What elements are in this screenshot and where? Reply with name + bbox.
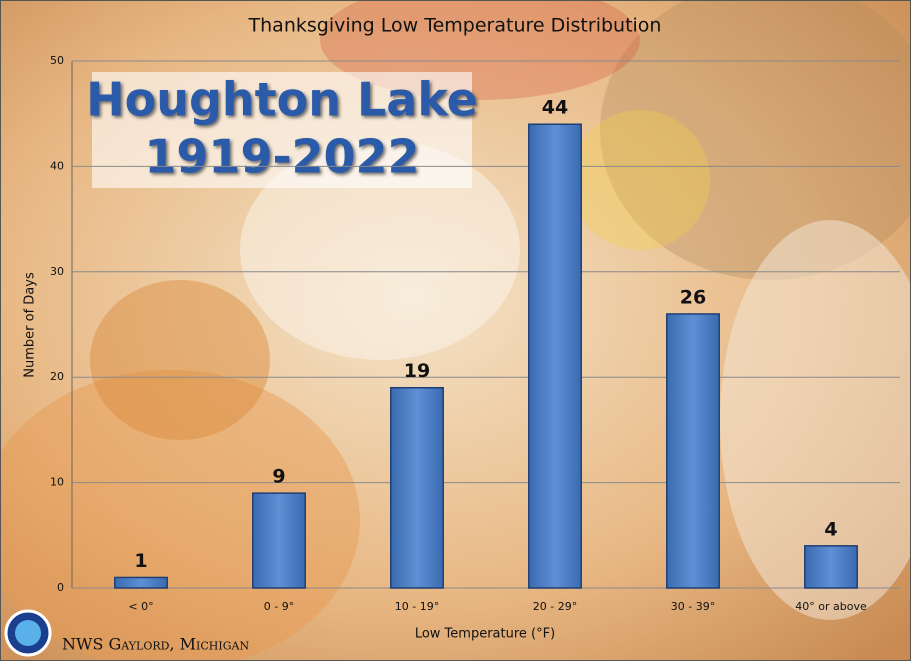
x-tick-label: 30 - 39°	[671, 600, 715, 613]
y-tick-label: 20	[50, 370, 64, 383]
y-tick-label: 40	[50, 159, 64, 172]
bar	[252, 492, 306, 589]
decoration	[720, 220, 911, 620]
annotation: 1919-2022	[144, 130, 419, 184]
logo	[15, 620, 41, 646]
bar	[666, 313, 720, 589]
bar	[114, 576, 168, 589]
annotation: Houghton Lake	[86, 73, 478, 127]
annotation-box	[92, 72, 472, 188]
data-label: 9	[272, 466, 285, 488]
x-tick-label: 40° or above	[795, 600, 867, 613]
decoration	[240, 140, 520, 360]
data-label: 44	[542, 97, 568, 119]
x-tick-label: 10 - 19°	[395, 600, 439, 613]
x-tick-label: 20 - 29°	[533, 600, 577, 613]
bar	[528, 123, 582, 589]
y-tick-label: 10	[50, 476, 64, 489]
data-label: 4	[824, 518, 837, 540]
x-tick-label: 0 - 9°	[264, 600, 294, 613]
decoration	[570, 110, 710, 250]
x-tick-label: < 0°	[128, 600, 153, 613]
y-axis-label: Number of Days	[23, 272, 38, 378]
chart-title: Thanksgiving Low Temperature Distributio…	[248, 15, 662, 37]
data-label: 26	[680, 286, 706, 308]
bar	[804, 545, 858, 589]
decoration	[600, 0, 911, 280]
bar	[390, 386, 444, 589]
decoration	[90, 280, 270, 440]
y-tick-label: 30	[50, 265, 64, 278]
y-tick-label: 50	[50, 54, 64, 67]
credit: NWS Gaylord, Michigan	[62, 635, 249, 654]
data-label: 1	[134, 550, 147, 572]
data-label: 19	[404, 360, 430, 382]
y-tick-label: 0	[57, 581, 64, 594]
x-axis-label: Low Temperature (°F)	[415, 627, 555, 642]
